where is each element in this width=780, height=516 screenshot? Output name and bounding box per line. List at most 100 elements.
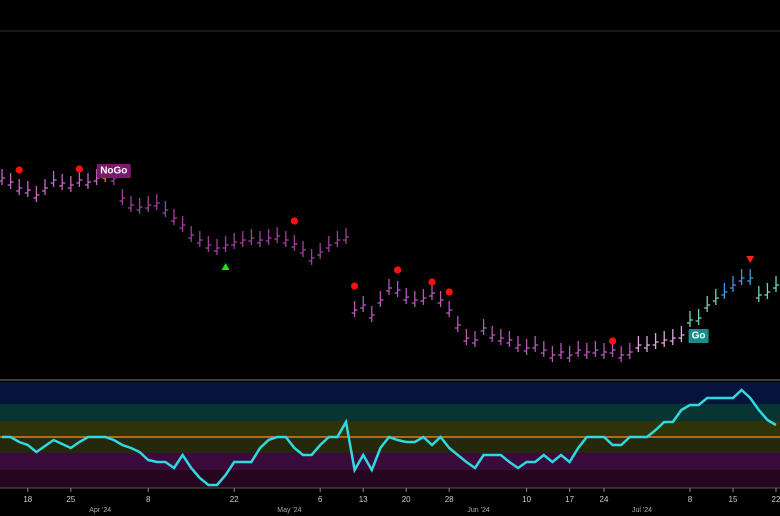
- price-bar: [59, 174, 66, 190]
- price-bar: [704, 296, 711, 312]
- price-bar: [764, 283, 771, 299]
- x-tick-label: 20: [402, 495, 411, 504]
- band: [0, 404, 780, 421]
- price-bar: [463, 329, 470, 345]
- x-tick-label: 15: [729, 495, 738, 504]
- price-bar: [7, 173, 14, 189]
- price-bar: [179, 216, 186, 232]
- price-bar: [489, 326, 496, 342]
- up-triangle: [221, 263, 230, 270]
- signal-dot: [290, 217, 298, 225]
- price-bar: [16, 179, 23, 195]
- signal-box: [96, 164, 131, 178]
- x-tick-label: 25: [66, 495, 75, 504]
- signal-dot: [394, 266, 402, 274]
- down-triangle: [746, 256, 755, 263]
- price-bar: [386, 279, 392, 295]
- x-tick-label: 28: [445, 495, 454, 504]
- price-bar: [549, 346, 556, 362]
- price-bar: [515, 336, 521, 352]
- oscillator-bands: [0, 382, 780, 488]
- price-bar: [566, 346, 573, 362]
- price-bar: [377, 291, 384, 307]
- price-bar: [239, 231, 246, 247]
- signal-dot: [445, 288, 453, 296]
- price-bar: [506, 331, 513, 347]
- x-tick-label: 17: [565, 495, 574, 504]
- x-tick-label: 18: [23, 495, 32, 504]
- price-bar: [454, 316, 461, 332]
- price-bar: [222, 236, 229, 252]
- price-bar: [308, 249, 315, 265]
- price-bar: [351, 301, 358, 317]
- x-tick-label: 13: [359, 495, 368, 504]
- x-tick-label: 22: [772, 495, 780, 504]
- price-bar: [497, 329, 504, 345]
- x-tick-label: 8: [688, 495, 693, 504]
- price-bar: [42, 179, 48, 195]
- price-bar: [730, 276, 736, 292]
- oscillator-line: [2, 388, 777, 487]
- price-bar: [274, 227, 281, 243]
- price-bar: [171, 209, 177, 225]
- price-bar: [231, 233, 238, 249]
- price-bar: [411, 291, 418, 307]
- price-bar: [773, 276, 779, 292]
- price-bar: [695, 309, 702, 325]
- price-bar: [446, 301, 453, 317]
- signal-dot: [15, 166, 23, 174]
- month-label: May '24: [277, 507, 301, 514]
- price-bar: [523, 339, 530, 355]
- month-label: Apr '24: [89, 507, 111, 514]
- signal-label: Go: [692, 331, 706, 342]
- band: [0, 382, 780, 404]
- price-bar: [76, 171, 83, 187]
- price-bar: [291, 235, 298, 251]
- x-tick-label: 8: [146, 495, 151, 504]
- price-bar: [196, 231, 203, 247]
- price-bar: [50, 171, 57, 187]
- price-bar: [652, 333, 659, 349]
- price-bar: [755, 286, 762, 302]
- price-bar: [24, 181, 31, 197]
- price-bar: [257, 231, 263, 247]
- price-bar: [678, 326, 685, 342]
- price-bar: [687, 311, 693, 327]
- price-bar: [394, 281, 401, 297]
- price-bar: [153, 194, 160, 210]
- price-bar: [188, 226, 195, 242]
- price-bar: [437, 291, 444, 307]
- price-bar: [343, 228, 349, 244]
- band: [0, 421, 780, 437]
- signal-dot: [609, 337, 617, 345]
- price-bar: [738, 269, 745, 285]
- price-bar: [558, 343, 564, 359]
- price-bar: [721, 283, 728, 299]
- signal-box: [688, 329, 709, 343]
- signal-dot: [75, 165, 83, 173]
- price-bar: [540, 341, 547, 357]
- band: [0, 453, 780, 470]
- price-bar: [368, 306, 375, 322]
- price-bar: [429, 284, 435, 300]
- price-bar: [128, 196, 134, 212]
- price-bar: [265, 229, 272, 245]
- price-bar: [162, 201, 169, 217]
- price-bar: [360, 296, 367, 312]
- price-bar: [33, 186, 40, 202]
- price-bar: [248, 229, 255, 245]
- price-bar: [747, 269, 754, 285]
- price-bar: [592, 341, 599, 357]
- price-bar: [136, 198, 143, 214]
- price-bar: [669, 329, 676, 345]
- price-bar: [67, 176, 74, 192]
- band: [0, 437, 780, 453]
- price-bar: [145, 196, 152, 212]
- price-bar: [119, 189, 126, 205]
- price-bar: [403, 288, 410, 304]
- price-bar: [601, 343, 607, 359]
- x-tick-label: 24: [600, 495, 609, 504]
- price-bar: [214, 239, 220, 255]
- month-label: Jul '24: [632, 507, 652, 514]
